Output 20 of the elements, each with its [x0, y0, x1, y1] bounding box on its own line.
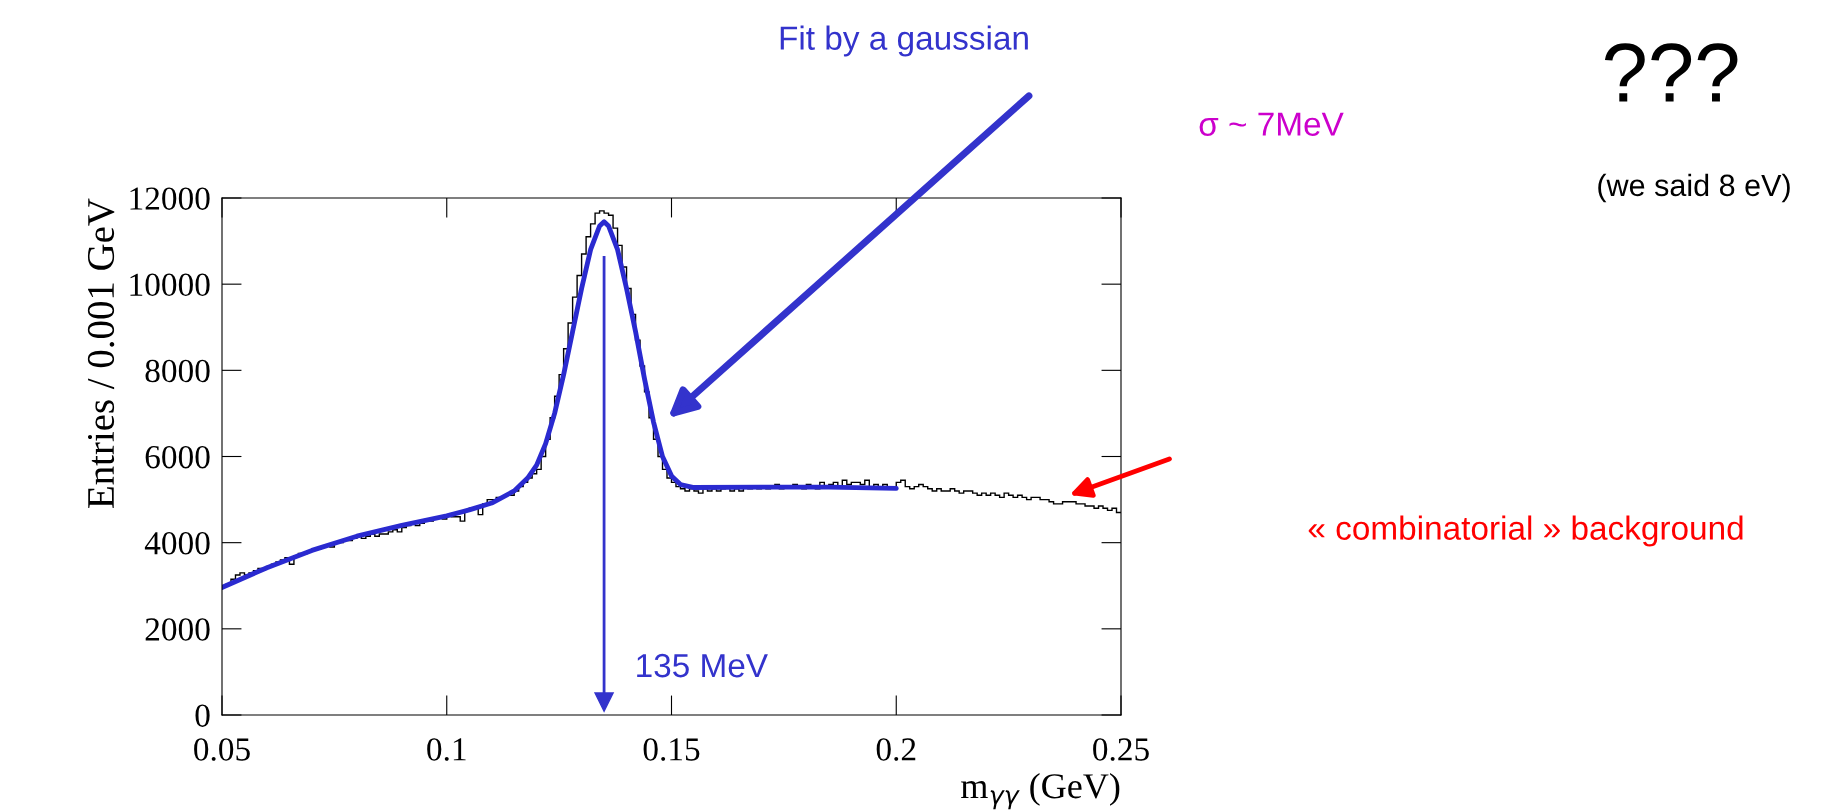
- x-tick-label: 0.25: [1093, 738, 1149, 761]
- y-tick-label: 10000: [130, 273, 210, 297]
- ref-line-label: 135 MeV: [637, 653, 768, 678]
- x-tick-label: 0.15: [643, 738, 700, 761]
- y-tick-label: 12000: [130, 187, 210, 210]
- x-tick-label: 0.2: [876, 738, 916, 761]
- y-tick-label: 8000: [145, 359, 210, 383]
- y-tick-label: 0: [195, 704, 210, 727]
- y-axis-title: Entries / 0.001 GeV: [87, 198, 115, 508]
- text: σ ~ 7MeV: [1199, 112, 1344, 136]
- x-axis-title: m$_{γγ}$ (GeV): [961, 773, 1120, 810]
- text: « combinatorial » background: [1308, 515, 1743, 547]
- x-tick-label: 0.1: [427, 738, 466, 761]
- text: Fit by a gaussian: [780, 25, 1028, 57]
- y-tick-label: 2000: [145, 618, 210, 641]
- text: ???: [1604, 43, 1738, 102]
- text: (we said 8 eV): [1598, 173, 1790, 203]
- y-tick-label: 6000: [145, 445, 210, 469]
- x-tick-label: 0.05: [194, 738, 250, 761]
- y-tick-label: 4000: [144, 532, 210, 555]
